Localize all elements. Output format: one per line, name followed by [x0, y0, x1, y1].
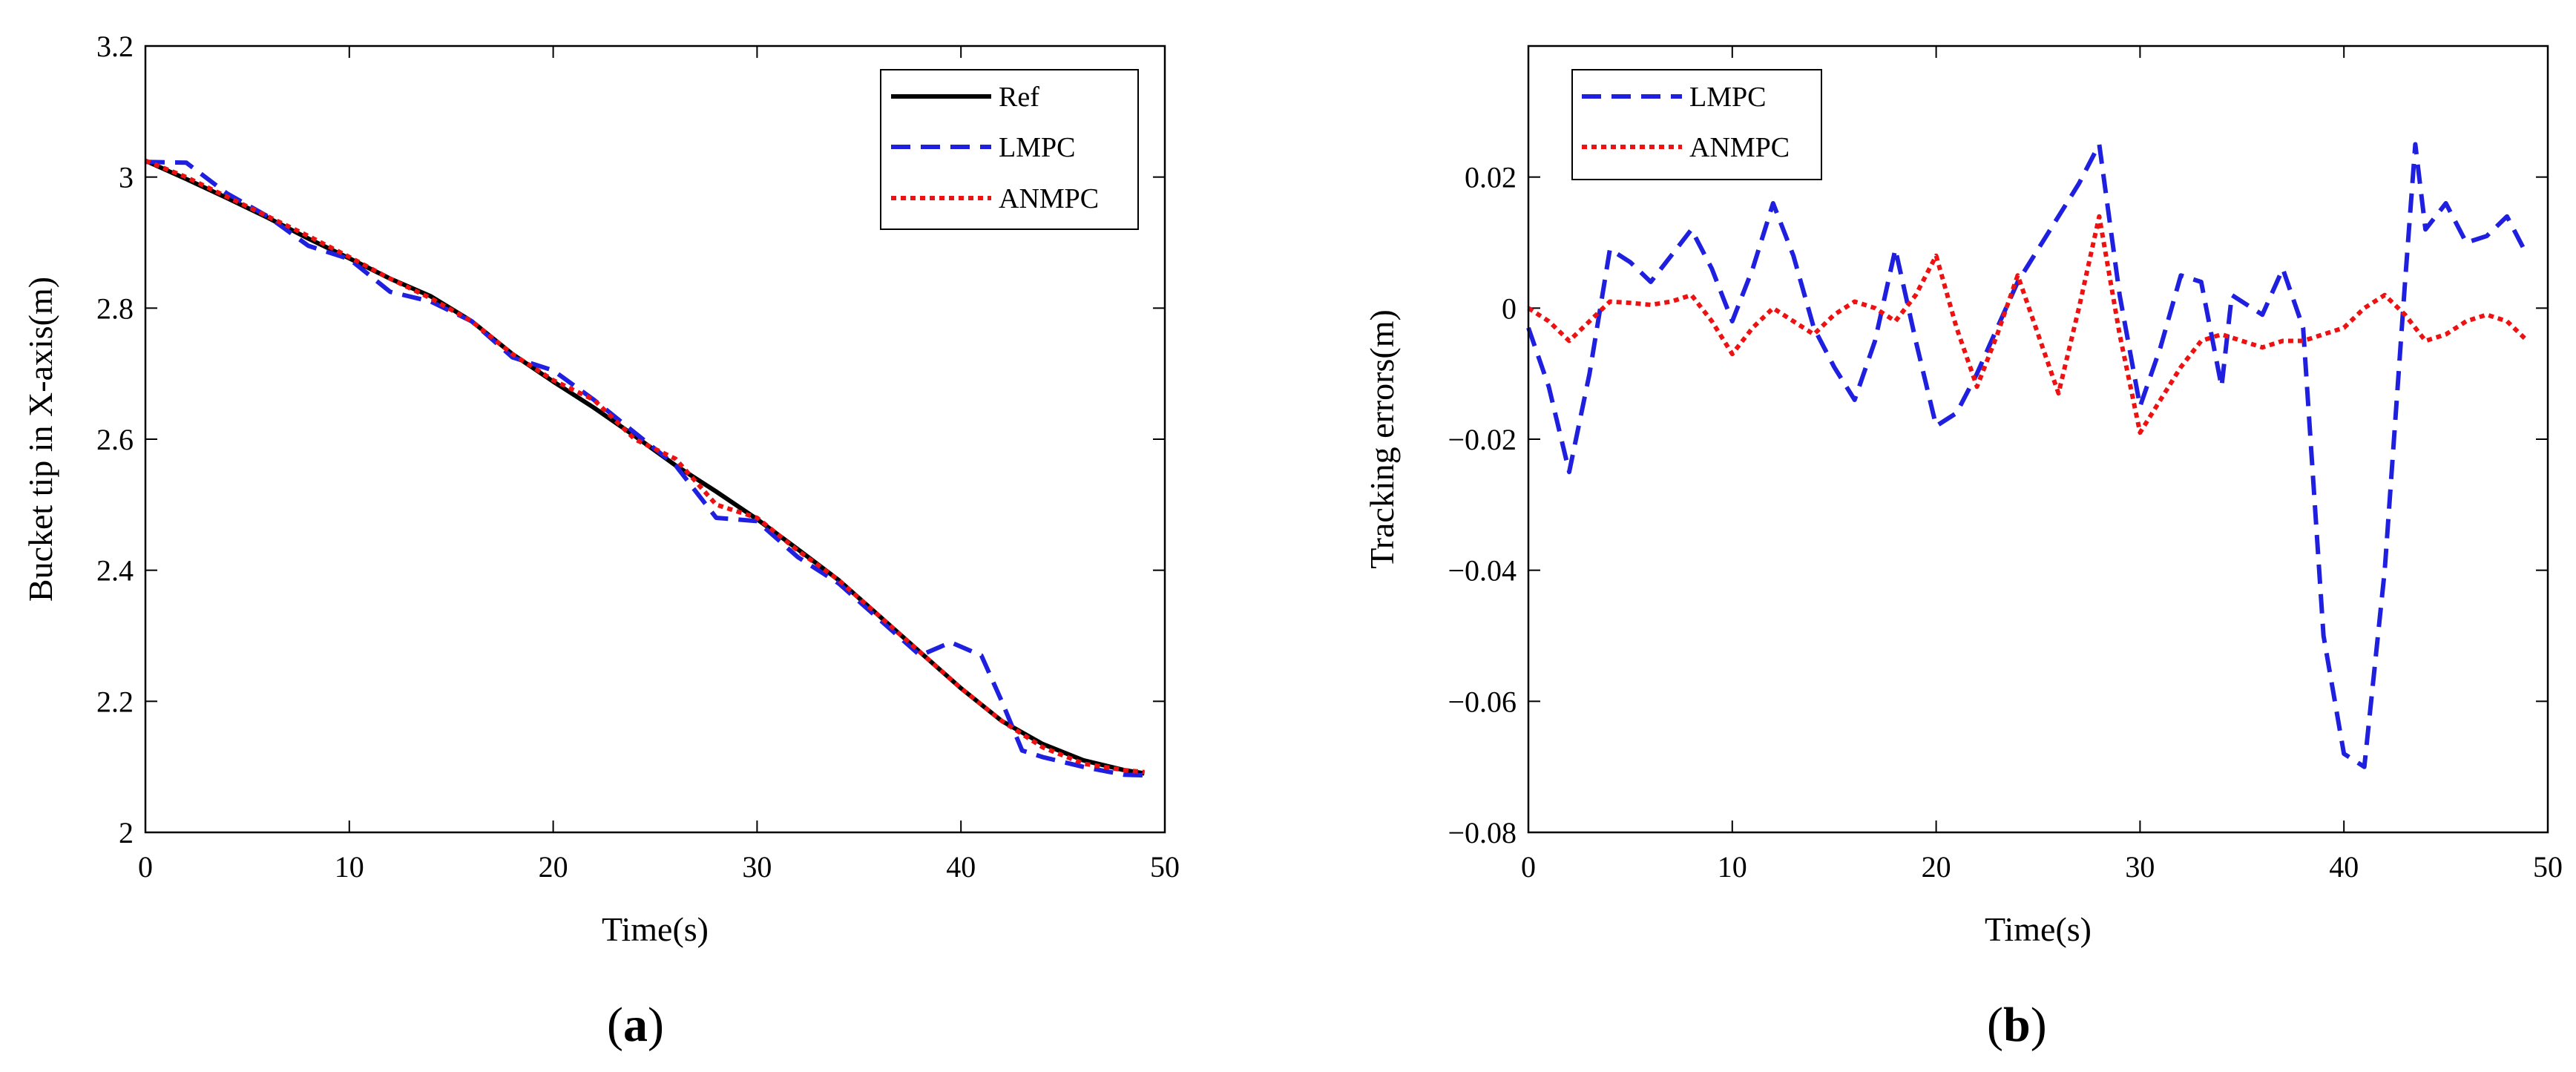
panel-a-xtick-label: 20 [539, 850, 568, 884]
panel-b-xtick-label: 50 [2533, 850, 2563, 884]
panel-a-xtick-label: 30 [742, 850, 772, 884]
panel-a-xlabel: Time(s) [602, 910, 709, 948]
panel-a-ticks: 0 10 20 30 40 50 2 2.2 2.4 2.6 2.8 3 3.2 [96, 30, 1180, 884]
panel-a-axes-box [144, 45, 1166, 834]
panel-b-legend-label-lmpc: LMPC [1689, 82, 1766, 113]
panel-b-legend: LMPC ANMPC [1571, 69, 1822, 180]
panel-b-series [1526, 142, 2530, 769]
panel-b-xtick-label: 30 [2125, 850, 2155, 884]
panel-b-ytick-label: 0.02 [1465, 161, 1517, 194]
panel-b: 0 10 20 30 40 50 −0.08 −0.06 −0.04 −0.02 0 0.02 Tim… [1363, 45, 2563, 1052]
panel-a-series [144, 158, 1145, 778]
panel-a-legend-label-anmpc: ANMPC [999, 183, 1099, 214]
panel-b-legend-box [1571, 69, 1822, 180]
panel-b-legend-label-anmpc: ANMPC [1689, 132, 1790, 163]
panel-a-series-anmpc [144, 158, 1145, 775]
panel-b-ticks: 0 10 20 30 40 50 −0.08 −0.06 −0.04 −0.02 0 0.02 [1448, 46, 2563, 884]
panel-b-ytick-label: −0.08 [1448, 816, 1517, 849]
panel-a-ytick-label: 3.2 [96, 30, 134, 63]
panel-a-ytick-label: 2.6 [96, 423, 134, 456]
panel-a: 0 10 20 30 40 50 2 2.2 2.4 2.6 2.8 3 3.2 Time(s) Buc… [22, 30, 1180, 1052]
panel-b-ytick-label: −0.02 [1448, 423, 1517, 456]
panel-a-legend-label-lmpc: LMPC [999, 132, 1075, 163]
panel-b-xtick-label: 10 [1718, 850, 1747, 884]
panel-a-caption: (a) [607, 998, 664, 1052]
panel-b-xtick-label: 40 [2329, 850, 2359, 884]
panel-a-xtick-label: 40 [946, 850, 976, 884]
panel-b-series-anmpc [1527, 214, 2529, 435]
panel-b-ylabel: Tracking errors(m) [1363, 309, 1401, 569]
panel-b-caption: (b) [1987, 998, 2047, 1052]
panel-b-axes-box [1527, 45, 2549, 834]
panel-a-ytick-label: 2.4 [96, 554, 134, 588]
panel-b-xlabel: Time(s) [1985, 910, 2092, 948]
panel-a-legend-label-ref: Ref [999, 82, 1039, 113]
panel-b-xtick-label: 20 [1922, 850, 1951, 884]
panel-b-xtick-label: 0 [1521, 850, 1536, 884]
panel-a-xtick-label: 10 [335, 850, 364, 884]
panel-a-legend: Ref LMPC ANMPC [880, 69, 1139, 230]
panel-b-caption-letter: b [2003, 998, 2031, 1052]
panel-a-xtick-label: 0 [138, 850, 153, 884]
panel-a-ytick-label: 2 [119, 816, 134, 849]
panel-a-xtick-label: 50 [1150, 850, 1180, 884]
panel-a-ytick-label: 3 [119, 161, 134, 194]
panel-b-ytick-label: 0 [1502, 292, 1517, 325]
panel-a-caption-letter: a [623, 998, 648, 1052]
panel-b-series-lmpc [1526, 142, 2530, 769]
panel-b-ytick-label: −0.06 [1448, 685, 1517, 718]
panel-a-ytick-label: 2.2 [96, 685, 134, 718]
panel-a-ylabel: Bucket tip in X-axis(m) [22, 277, 59, 602]
panel-b-ytick-label: −0.04 [1448, 554, 1517, 588]
panel-a-ytick-label: 2.8 [96, 292, 134, 325]
